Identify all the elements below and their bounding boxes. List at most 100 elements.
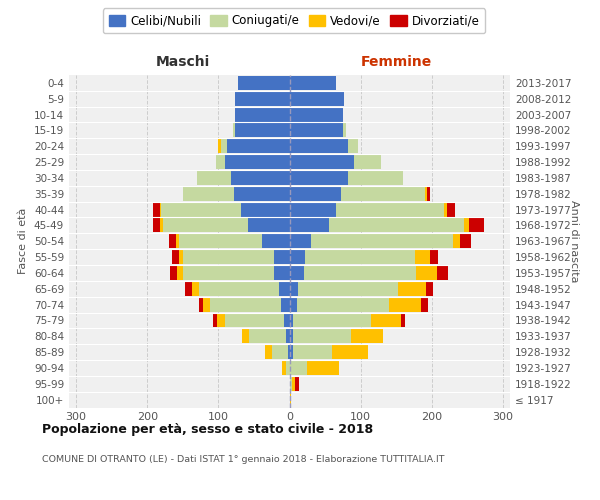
Bar xyxy=(272,345,288,359)
Bar xyxy=(242,330,249,343)
Bar xyxy=(290,171,348,185)
Text: Popolazione per età, sesso e stato civile - 2018: Popolazione per età, sesso e stato civil… xyxy=(42,422,373,436)
Legend: Celibi/Nubili, Coniugati/e, Vedovi/e, Divorziati/e: Celibi/Nubili, Coniugati/e, Vedovi/e, Di… xyxy=(103,8,485,33)
Bar xyxy=(284,314,290,328)
Bar xyxy=(248,218,290,232)
Bar xyxy=(217,314,226,328)
Text: COMUNE DI OTRANTO (LE) - Dati ISTAT 1° gennaio 2018 - Elaborazione TUTTITALIA.IT: COMUNE DI OTRANTO (LE) - Dati ISTAT 1° g… xyxy=(42,455,445,464)
Bar xyxy=(203,298,210,312)
Bar xyxy=(293,330,352,343)
Bar xyxy=(235,92,290,106)
Bar xyxy=(290,392,291,406)
Bar xyxy=(238,76,290,90)
Bar xyxy=(348,140,358,153)
Bar xyxy=(169,234,176,248)
Bar xyxy=(290,282,298,296)
Bar xyxy=(293,314,371,328)
Bar xyxy=(170,266,177,280)
Bar xyxy=(226,155,290,169)
Bar xyxy=(283,361,286,375)
Bar xyxy=(416,266,437,280)
Bar xyxy=(460,234,471,248)
Bar xyxy=(226,314,284,328)
Bar xyxy=(199,298,203,312)
Text: Maschi: Maschi xyxy=(155,55,210,69)
Bar xyxy=(286,361,290,375)
Bar xyxy=(290,314,293,328)
Bar xyxy=(163,218,248,232)
Bar xyxy=(332,345,368,359)
Bar xyxy=(286,330,290,343)
Bar xyxy=(353,155,380,169)
Bar xyxy=(160,202,161,216)
Bar xyxy=(290,377,292,390)
Bar xyxy=(304,266,416,280)
Bar xyxy=(290,345,293,359)
Bar xyxy=(241,202,290,216)
Bar xyxy=(290,266,304,280)
Bar xyxy=(172,250,179,264)
Bar xyxy=(343,124,346,138)
Bar xyxy=(290,140,348,153)
Bar xyxy=(371,314,401,328)
Bar xyxy=(421,298,428,312)
Bar xyxy=(292,377,295,390)
Bar xyxy=(464,218,469,232)
Bar xyxy=(448,202,455,216)
Y-axis label: Fasce di età: Fasce di età xyxy=(19,208,28,274)
Bar xyxy=(293,345,332,359)
Bar xyxy=(153,202,160,216)
Bar xyxy=(185,282,192,296)
Bar xyxy=(430,250,438,264)
Bar xyxy=(218,140,221,153)
Bar xyxy=(192,282,199,296)
Bar xyxy=(290,187,341,200)
Bar xyxy=(348,171,403,185)
Bar xyxy=(341,187,425,200)
Bar xyxy=(183,187,234,200)
Bar xyxy=(389,298,421,312)
Bar xyxy=(290,124,343,138)
Bar xyxy=(210,298,281,312)
Bar xyxy=(290,202,336,216)
Bar xyxy=(177,266,183,280)
Bar xyxy=(290,155,353,169)
Bar xyxy=(329,218,464,232)
Bar xyxy=(274,250,290,264)
Bar xyxy=(296,298,389,312)
Bar xyxy=(305,250,415,264)
Bar xyxy=(262,234,290,248)
Bar xyxy=(199,282,279,296)
Bar xyxy=(469,218,484,232)
Bar xyxy=(288,345,290,359)
Bar xyxy=(183,266,274,280)
Bar xyxy=(161,202,241,216)
Bar xyxy=(307,361,339,375)
Bar xyxy=(290,76,336,90)
Bar xyxy=(401,314,405,328)
Bar xyxy=(235,124,290,138)
Text: Femmine: Femmine xyxy=(361,55,432,69)
Bar xyxy=(179,250,183,264)
Bar xyxy=(279,282,290,296)
Bar xyxy=(235,108,290,122)
Bar xyxy=(249,330,286,343)
Bar xyxy=(281,298,290,312)
Bar xyxy=(444,202,448,216)
Bar xyxy=(160,218,163,232)
Bar xyxy=(274,266,290,280)
Bar xyxy=(415,250,430,264)
Bar xyxy=(183,250,274,264)
Bar xyxy=(298,282,398,296)
Bar xyxy=(290,250,305,264)
Bar xyxy=(290,330,293,343)
Bar xyxy=(295,377,299,390)
Bar xyxy=(290,298,296,312)
Bar xyxy=(437,266,448,280)
Bar xyxy=(290,361,307,375)
Bar xyxy=(398,282,426,296)
Y-axis label: Anni di nascita: Anni di nascita xyxy=(569,200,578,282)
Bar xyxy=(453,234,460,248)
Bar xyxy=(179,234,262,248)
Bar xyxy=(233,124,235,138)
